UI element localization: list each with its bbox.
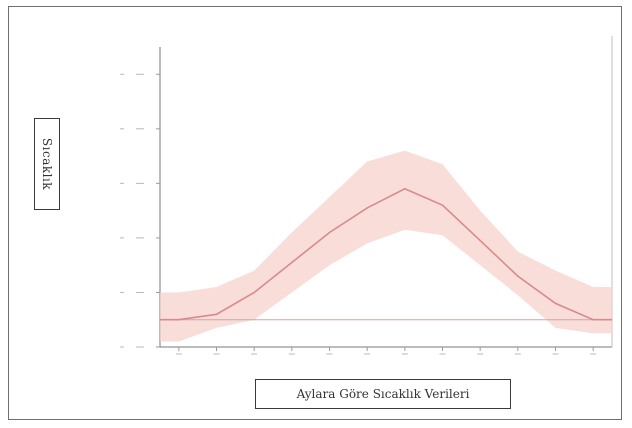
data-point-3 — [291, 261, 293, 264]
data-point-1 — [215, 313, 218, 316]
data-point-8 — [479, 239, 481, 242]
data-point-5 — [366, 207, 368, 209]
data-point-11 — [592, 318, 594, 321]
data-point-9 — [517, 275, 519, 277]
data-point-7 — [441, 204, 444, 206]
data-point-6 — [404, 188, 406, 190]
chart-title-box: Aylara Göre Sıcaklık Verileri — [255, 379, 511, 409]
mean-line — [160, 187, 612, 321]
y-axis-label: Sıcaklık — [40, 137, 54, 191]
confidence-band — [160, 150, 612, 342]
y-axis-label-box: Sıcaklık — [34, 118, 60, 210]
data-point-4 — [328, 231, 331, 234]
data-point-0 — [178, 318, 180, 321]
chart-title: Aylara Göre Sıcaklık Verileri — [296, 387, 470, 401]
data-point-10 — [554, 302, 557, 305]
data-point-2 — [253, 291, 255, 294]
